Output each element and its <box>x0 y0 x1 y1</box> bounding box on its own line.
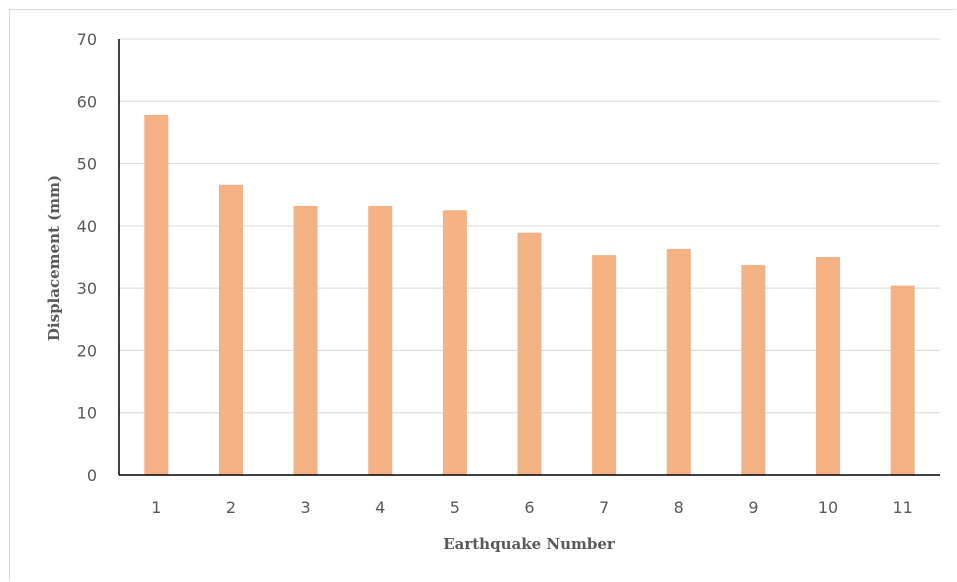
y-tick-label: 50 <box>77 155 97 174</box>
x-axis-title: Earthquake Number <box>443 535 616 553</box>
x-tick-label: 8 <box>674 498 684 517</box>
bar-7 <box>592 255 617 475</box>
bar-8 <box>666 248 691 475</box>
bars <box>144 114 915 476</box>
x-tick-label: 7 <box>599 498 609 517</box>
x-tick-label: 2 <box>226 498 236 517</box>
y-tick-label: 60 <box>77 92 97 111</box>
bar-2 <box>218 184 243 475</box>
y-tick-label: 30 <box>77 279 97 298</box>
x-tick-label: 5 <box>450 498 460 517</box>
x-tick-label: 11 <box>893 498 913 517</box>
x-tick-label: 1 <box>151 498 161 517</box>
bar-11 <box>890 285 915 475</box>
x-tick-label: 6 <box>524 498 534 517</box>
bar-10 <box>816 257 841 475</box>
bar-9 <box>741 265 766 475</box>
y-tick-label: 0 <box>87 466 97 485</box>
bar-4 <box>368 205 393 475</box>
x-tick-label: 9 <box>748 498 758 517</box>
y-tick-label: 70 <box>77 30 97 49</box>
x-tick-label: 3 <box>300 498 310 517</box>
y-tick-label: 20 <box>77 341 97 360</box>
y-tick-label: 40 <box>77 217 97 236</box>
bar-5 <box>442 210 467 476</box>
y-axis-tick-labels: 0 10 20 30 40 50 60 70 <box>77 30 97 485</box>
x-axis-tick-labels: 1 2 3 4 5 6 7 8 9 10 11 <box>151 498 913 517</box>
y-tick-label: 10 <box>77 404 97 423</box>
bar-6 <box>517 232 542 475</box>
bar-3 <box>293 205 318 475</box>
bar-1 <box>144 114 169 475</box>
x-tick-label: 4 <box>375 498 385 517</box>
x-tick-label: 10 <box>818 498 838 517</box>
y-axis-title: Displacement (mm) <box>45 175 63 341</box>
